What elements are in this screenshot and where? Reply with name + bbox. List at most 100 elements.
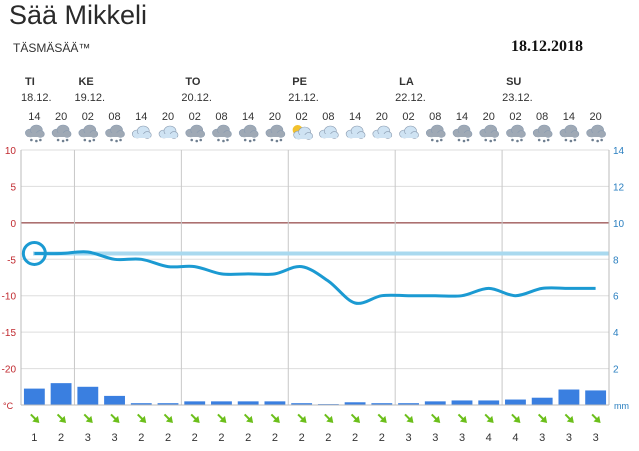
precip-bar [558,389,580,405]
precip-bar [211,401,232,405]
day-date: 22.12. [395,92,426,104]
temp-tick-label: 0 [10,219,16,230]
precip-bars-layer [23,383,607,406]
snow-cloud-icon [479,124,500,143]
wind-arrow-icon [217,413,227,423]
snow-cloud-icon [25,124,45,143]
precip-bar [237,401,259,405]
snow-cloud-icon [586,124,606,143]
snow-cloud-icon [425,124,446,143]
wind-arrow-icon [163,413,173,423]
precip-bar [104,395,125,405]
wind-speed-label: 2 [272,432,278,444]
snow-cloud-icon [105,124,125,143]
hour-label: 20 [483,111,495,123]
precip-bar [50,383,72,405]
forecast-header-layer: TI 18.12. KE 19.12. TO 20.12. PE 21.12. LA 22.12.… [21,76,606,143]
temperature-line [34,250,596,305]
precip-tick-label: 2 [613,365,619,376]
precip-unit-label: mm [614,401,629,411]
wind-speed-label: 3 [432,432,438,444]
partly-cloudy-icon [292,125,313,140]
wind-speed-label: 2 [325,432,331,444]
temp-tick-label: 5 [10,182,16,193]
wind-arrow-icon [190,413,200,423]
precip-tick-label: 6 [613,292,619,303]
wind-speed-label: 4 [486,432,492,444]
temp-tick-label: -20 [2,365,17,376]
wind-speed-label: 3 [405,432,411,444]
temp-tick-label: -10 [2,292,17,303]
snow-cloud-icon [78,124,99,143]
hour-label: 02 [509,111,521,123]
precip-bar [451,400,473,405]
snow-cloud-icon [452,124,473,143]
wind-arrow-icon [243,413,254,423]
hour-label: 20 [376,111,388,123]
hour-label: 08 [108,111,120,123]
wind-speed-label: 2 [58,432,64,444]
wind-speed-label: 2 [165,432,171,444]
day-date: 23.12. [502,92,533,104]
day-name: PE [292,76,307,88]
precip-tick-label: 12 [613,182,625,193]
snow-cloud-icon [265,124,286,143]
precip-tick-label: 10 [613,219,625,230]
wind-speed-label: 2 [138,432,144,444]
precip-bar [77,386,99,405]
precip-tick-label: 4 [613,328,619,339]
wind-speed-label: 3 [566,432,572,444]
hour-label: 20 [269,111,281,123]
cloud-icon [399,125,419,139]
wind-layer: 1 2 3 3 2 2 2 2 2 2 2 2 2 2 3 3 3 4 4 3 3 3 [30,413,601,444]
wind-arrow-icon [377,413,387,423]
wind-arrow-icon [511,413,521,423]
temp-unit-label: °C [3,401,14,411]
wind-speed-label: 3 [111,432,117,444]
wind-arrow-icon [431,413,441,423]
hour-label: 14 [28,111,40,123]
axes-layer: 10 5 0 -5 -10 -15 -20 °C 14 12 10 8 6 4 2 mm [2,146,629,411]
wind-speed-label: 2 [192,432,198,444]
hour-label: 14 [563,111,575,123]
wind-speed-label: 3 [459,432,465,444]
precip-bar [264,401,286,405]
hour-label: 20 [55,111,67,123]
wind-speed-label: 2 [245,432,251,444]
wind-arrow-icon [457,413,467,423]
wind-arrow-icon [83,413,93,423]
snow-cloud-icon [238,124,259,143]
temp-tick-label: 10 [5,146,17,157]
hour-label: 02 [189,111,201,123]
hour-label: 20 [590,111,602,123]
day-date: 20.12. [181,92,212,104]
wind-arrow-icon [30,413,40,423]
day-date: 19.12. [74,92,105,104]
day-name: SU [506,76,521,88]
day-date: 18.12. [21,92,52,104]
precip-bar [371,403,393,405]
wind-speed-label: 4 [512,432,518,444]
hour-label: 02 [296,111,308,123]
precip-bar [130,403,152,405]
hour-label: 08 [215,111,227,123]
wind-arrow-icon [484,413,494,423]
snow-cloud-icon [51,124,72,143]
precip-bar [424,401,446,405]
hour-label: 14 [135,111,147,123]
wind-speed-label: 3 [85,432,91,444]
cloud-icon [131,125,152,139]
precip-bar [478,400,500,405]
temperature-layer [21,240,609,305]
cloud-icon [345,125,366,139]
precip-bar [344,402,366,405]
day-name: TI [25,76,35,88]
day-name: KE [78,76,93,88]
cloud-icon [372,125,393,139]
wind-arrow-icon [56,413,67,423]
cloud-icon [319,125,339,139]
precip-bar [531,397,553,405]
wind-arrow-icon [564,413,574,423]
wind-speed-label: 3 [539,432,545,444]
